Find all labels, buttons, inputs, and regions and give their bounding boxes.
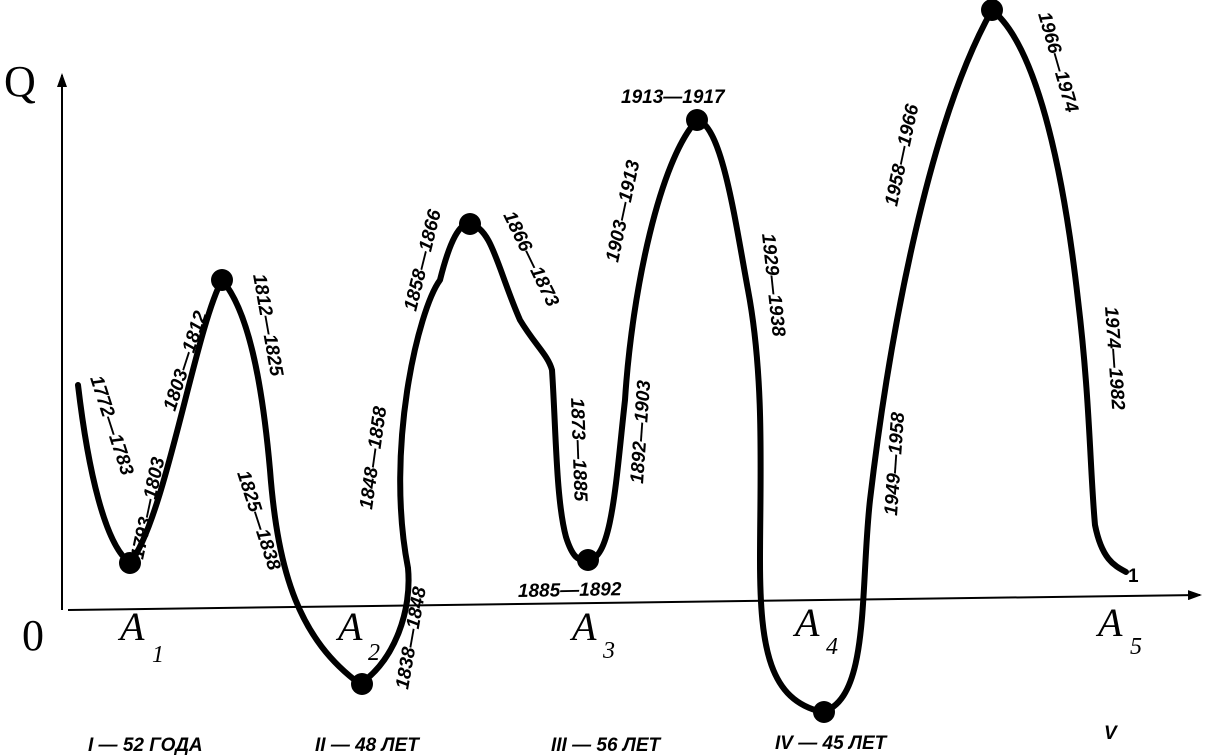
point-label-a2: A 2: [335, 604, 380, 666]
cycle-label: V: [1104, 723, 1118, 744]
point-label-a3: A 3: [569, 604, 615, 664]
point-label-a5: A 5: [1095, 600, 1142, 660]
svg-text:A: A: [335, 604, 363, 649]
period-label: 1949—1958: [881, 411, 909, 516]
point-label-a4: A 4: [792, 600, 838, 660]
x-axis: [67, 590, 1202, 611]
curve-end-label: 1: [1128, 566, 1139, 587]
svg-text:5: 5: [1130, 634, 1142, 660]
extremum-dot: [577, 549, 599, 571]
y-axis-label: Q: [4, 57, 36, 106]
svg-text:A: A: [569, 604, 597, 649]
period-label: 1885—1892: [518, 579, 622, 602]
cycle-curve: [75, 7, 1129, 715]
svg-text:3: 3: [602, 638, 615, 664]
period-label: 1913—1917: [621, 87, 726, 108]
extremum-dot: [351, 673, 373, 695]
period-label: 1903—1913: [602, 158, 644, 264]
period-label: 1958—1966: [881, 102, 923, 208]
period-label: 1848—1858: [356, 405, 391, 511]
period-label: 1974—1982: [1100, 306, 1128, 411]
period-label: 1858—1866: [400, 207, 446, 313]
svg-text:2: 2: [368, 640, 380, 666]
cycle-label: I — 52 ГОДА: [88, 735, 203, 756]
origin-label: 0: [22, 611, 44, 660]
cycle-label: III — 56 ЛЕТ: [551, 735, 662, 756]
svg-text:A: A: [1095, 600, 1123, 645]
extremum-dot: [981, 0, 1003, 21]
extremum-dot: [686, 109, 708, 131]
extremum-dot: [119, 552, 141, 574]
period-label: 1929—1938: [757, 232, 789, 338]
svg-text:4: 4: [826, 634, 838, 660]
period-label: 1873—1885: [566, 397, 591, 502]
cycle-label: II — 48 ЛЕТ: [315, 735, 420, 756]
period-label: 1892—1903: [627, 379, 655, 484]
point-label-a1: A 1: [117, 604, 164, 668]
svg-text:1: 1: [152, 642, 164, 668]
cycle-label: IV — 45 ЛЕТ: [775, 733, 888, 754]
svg-text:A: A: [792, 600, 820, 645]
extremum-dot: [211, 269, 233, 291]
svg-text:A: A: [117, 604, 145, 649]
period-label: 1772—1783: [85, 373, 137, 478]
extremum-dot: [813, 701, 835, 723]
extremum-dot: [459, 213, 481, 235]
